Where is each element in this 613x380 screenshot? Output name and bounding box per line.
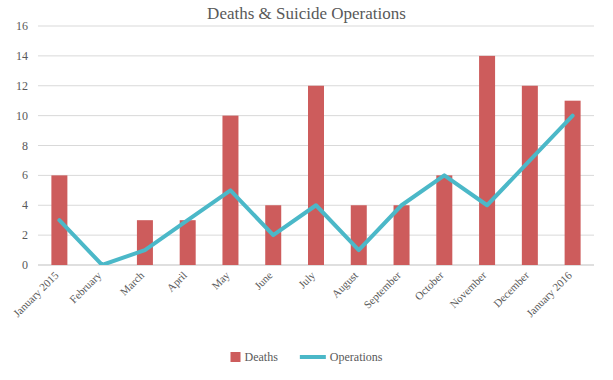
y-tick-label: 2 [22,228,28,242]
x-tick-label: January 2015 [11,269,62,320]
bar [308,86,324,265]
x-tick-label: December [491,269,532,310]
y-tick-label: 10 [16,109,28,123]
legend-item: Operations [300,350,383,364]
legend: Deaths Operations [231,350,383,364]
x-tick-label: January 2016 [524,269,575,320]
x-tick-label: November [447,269,489,311]
bar [565,101,581,265]
marks [51,56,580,265]
x-tick-label: July [296,269,318,291]
y-tick-label: 0 [22,258,28,272]
y-tick-label: 4 [22,198,28,212]
bar [137,220,153,265]
bar [522,86,538,265]
chart-container: Deaths & Suicide Operations 0 2 4 6 8 10 12 14 16… [0,0,613,380]
legend-item: Deaths [231,350,279,364]
bar [479,56,495,265]
grid [38,26,594,265]
bar [180,220,196,265]
grid-line [38,55,594,56]
legend-symbol [300,355,326,359]
x-tick-label: September [361,269,403,311]
bar [394,205,410,265]
bar [436,175,452,265]
x-tick-label: February [67,269,104,306]
y-tick-label: 12 [16,79,28,93]
x-tick-label: March [118,269,147,298]
line [59,116,572,265]
legend-symbol [231,352,241,362]
y-tick-label: 6 [22,168,28,182]
x-tick-label: June [252,269,275,292]
x-tick-label: October [412,269,446,303]
chart-title: Deaths & Suicide Operations [207,4,406,23]
bar [351,205,367,265]
x-tick-label: May [209,269,232,292]
y-tick-label: 14 [16,49,28,63]
x-tick-label: August [329,269,360,300]
y-tick-label: 8 [22,139,28,153]
legend-label: Operations [330,350,383,364]
grid-line [38,26,594,27]
legend-label: Deaths [245,350,279,364]
y-tick-label: 16 [16,19,28,33]
x-tick-label: April [164,269,189,294]
chart-svg: Deaths & Suicide Operations 0 2 4 6 8 10 12 14 16… [0,0,613,380]
